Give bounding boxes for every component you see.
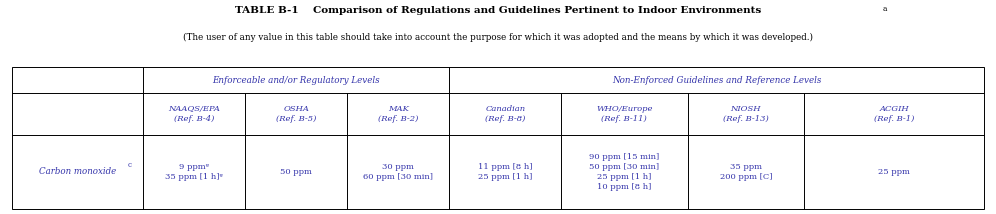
Text: Carbon monoxide: Carbon monoxide: [39, 167, 117, 176]
Text: MAK
(Ref. B-2): MAK (Ref. B-2): [378, 105, 418, 123]
Text: 50 ppm: 50 ppm: [280, 168, 312, 176]
Text: Enforceable and/or Regulatory Levels: Enforceable and/or Regulatory Levels: [212, 76, 380, 85]
Text: TABLE B-1    Comparison of Regulations and Guidelines Pertinent to Indoor Enviro: TABLE B-1 Comparison of Regulations and …: [235, 6, 761, 15]
Text: OSHA
(Ref. B-5): OSHA (Ref. B-5): [276, 105, 317, 123]
Text: 90 ppm [15 min]
50 ppm [30 min]
25 ppm [1 h]
10 ppm [8 h]: 90 ppm [15 min] 50 ppm [30 min] 25 ppm […: [590, 153, 659, 191]
Text: ACGIH
(Ref. B-1): ACGIH (Ref. B-1): [873, 105, 914, 123]
Text: WHO/Europe
(Ref. B-11): WHO/Europe (Ref. B-11): [597, 105, 652, 123]
Text: (The user of any value in this table should take into account the purpose for wh: (The user of any value in this table sho…: [183, 33, 813, 42]
Text: 25 ppm: 25 ppm: [878, 168, 910, 176]
Text: a: a: [882, 5, 887, 13]
Text: c: c: [127, 161, 131, 169]
Text: 35 ppm
200 ppm [C]: 35 ppm 200 ppm [C]: [720, 163, 772, 181]
Bar: [12, 67, 984, 209]
Text: Canadian
(Ref. B-8): Canadian (Ref. B-8): [485, 105, 526, 123]
Text: 11 ppm [8 h]
25 ppm [1 h]: 11 ppm [8 h] 25 ppm [1 h]: [478, 163, 533, 181]
Text: 30 ppm
60 ppm [30 min]: 30 ppm 60 ppm [30 min]: [364, 163, 433, 181]
Text: NAAQS/EPA
(Ref. B-4): NAAQS/EPA (Ref. B-4): [168, 105, 220, 123]
Text: 9 ppmᵍ
35 ppm [1 h]ᵍ: 9 ppmᵍ 35 ppm [1 h]ᵍ: [165, 163, 223, 181]
Text: NIOSH
(Ref. B-13): NIOSH (Ref. B-13): [723, 105, 769, 123]
Text: Non-Enforced Guidelines and Reference Levels: Non-Enforced Guidelines and Reference Le…: [612, 76, 822, 85]
